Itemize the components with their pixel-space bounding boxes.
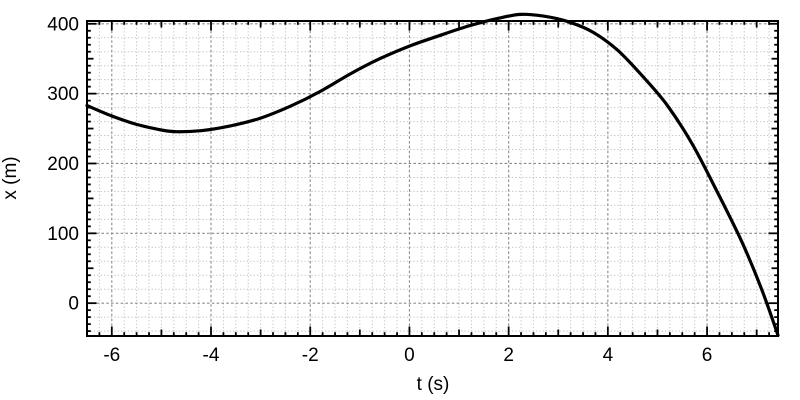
x-axis-title: t (s) <box>417 374 450 395</box>
grid-major-lines <box>87 21 778 336</box>
y-tick-label: 400 <box>47 14 79 35</box>
plot-border <box>86 20 779 337</box>
y-tick-label: 200 <box>47 154 79 175</box>
x-tick-label: -6 <box>103 345 120 366</box>
x-tick-label: 6 <box>702 345 713 366</box>
y-tick-label: 300 <box>47 84 79 105</box>
y-tick-label: 0 <box>68 294 79 315</box>
x-tick-label: 2 <box>503 345 514 366</box>
x-tick-labels: -6 -4 -2 0 2 4 6 <box>103 345 712 366</box>
y-tick-label: 100 <box>47 224 79 245</box>
axis-ticks <box>87 21 778 336</box>
x-tick-label: 4 <box>603 345 614 366</box>
x-tick-label: -4 <box>203 345 220 366</box>
x-tick-label: 0 <box>404 345 415 366</box>
y-tick-labels: 0 100 200 300 400 <box>47 14 79 314</box>
position-curve <box>85 12 780 337</box>
grid-minor-lines <box>87 21 778 336</box>
y-axis-title: x (m) <box>0 156 21 199</box>
x-tick-label: -2 <box>302 345 319 366</box>
